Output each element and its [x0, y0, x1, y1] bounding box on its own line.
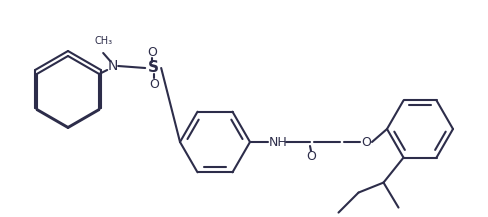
Text: O: O — [305, 150, 315, 163]
Text: NH: NH — [268, 135, 287, 148]
Text: S: S — [147, 61, 158, 76]
Text: O: O — [149, 77, 159, 90]
Text: O: O — [360, 135, 370, 148]
Text: N: N — [108, 59, 118, 73]
Text: O: O — [147, 46, 157, 59]
Text: CH₃: CH₃ — [94, 36, 112, 46]
